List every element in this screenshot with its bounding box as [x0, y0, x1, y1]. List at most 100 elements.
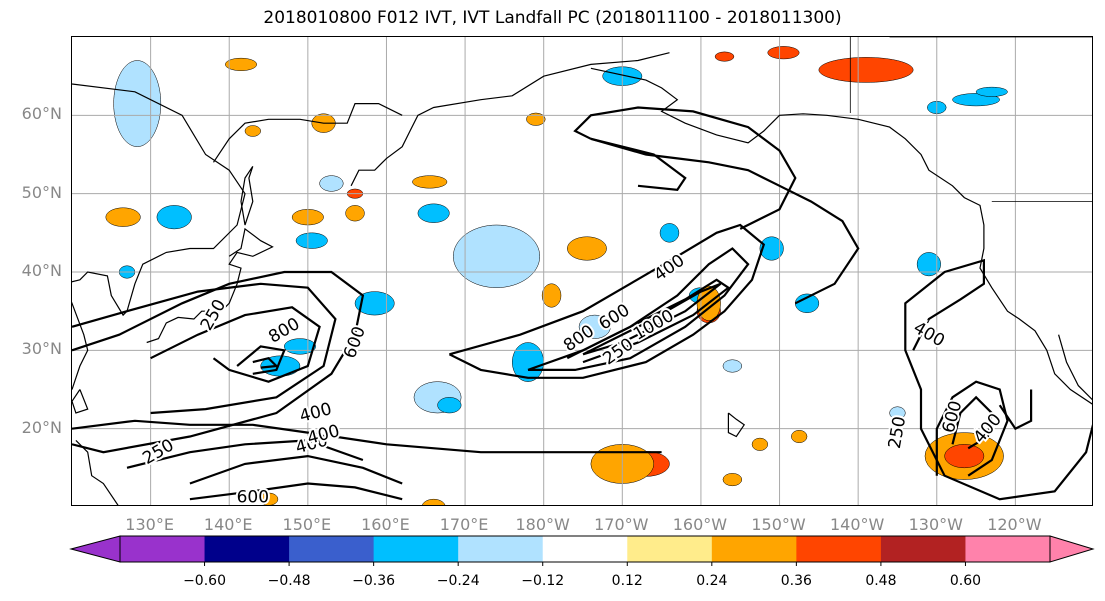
ivt-contour	[189, 482, 403, 501]
lat-label: 30°N	[21, 339, 62, 359]
pc-shading-blob	[417, 203, 450, 223]
ivt-contour	[590, 137, 860, 305]
ivt-contour	[448, 223, 766, 379]
colorbar-tick-label: 0.12	[611, 573, 643, 589]
lat-label: 60°N	[21, 104, 62, 124]
ivt-contour	[236, 345, 286, 375]
pc-shading-blob	[295, 232, 328, 249]
pc-shading-blob	[113, 60, 162, 147]
pc-shading-blob	[225, 57, 257, 71]
colorbar-segment	[880, 536, 966, 562]
ivt-contour	[72, 282, 337, 415]
ivt-contour	[566, 278, 731, 364]
pc-shading-blob	[916, 252, 941, 277]
ivt-contour	[252, 356, 279, 369]
coastline	[72, 389, 89, 414]
colorbar-segment	[965, 536, 1051, 562]
lon-label: 170°W	[594, 515, 649, 534]
coastline	[590, 67, 1092, 405]
pc-shading-blob	[421, 498, 446, 505]
colorbar-segment	[542, 536, 628, 562]
map-title: 2018010800 F012 IVT, IVT Landfall PC (20…	[263, 8, 842, 28]
pc-shading-blob	[767, 46, 800, 60]
lon-label: 160°W	[672, 515, 728, 534]
colorbar-segment	[627, 536, 713, 562]
colorbar-tick-label: −0.24	[436, 573, 480, 589]
lon-label: 130°W	[908, 515, 963, 534]
colorbar-segment	[120, 536, 206, 562]
pc-shading-blob	[526, 112, 546, 126]
lon-label: 140°W	[829, 515, 885, 534]
pc-shading-blob	[944, 444, 985, 469]
pc-shading-blob	[795, 293, 820, 313]
colorbar-tick-label: −0.36	[352, 573, 396, 589]
lat-label: 20°N	[21, 417, 62, 437]
pc-shading-blob	[759, 236, 784, 261]
pc-shading-blob	[244, 125, 261, 137]
colorbar-segment	[711, 536, 797, 562]
colorbar-tick-label: 0.24	[696, 573, 728, 589]
lon-label: 130°E	[125, 515, 174, 534]
ivt-contours	[72, 106, 1092, 501]
map-panel: 250 800 600 400 250 400 400 600 400 600 1000 800 250…	[71, 36, 1093, 506]
coastline	[213, 103, 403, 163]
pc-shading-blob	[105, 207, 141, 227]
coastline	[146, 227, 274, 344]
pc-shading-blob	[818, 57, 914, 83]
ivt-contour	[951, 395, 993, 450]
pc-shading-blob	[659, 223, 680, 243]
coastline	[350, 52, 670, 187]
pc-shading-blob	[319, 175, 344, 192]
colorbar-tick-label: −0.48	[267, 573, 311, 589]
ivt-contour	[582, 282, 722, 356]
coastline	[240, 165, 254, 226]
contour-label: 250	[885, 415, 910, 450]
colorbar-segment	[204, 536, 290, 562]
ivt-contour	[573, 106, 797, 230]
lon-label: 150°E	[282, 515, 332, 534]
lat-label: 50°N	[21, 182, 62, 202]
coastline	[727, 412, 746, 438]
ivt-contour	[998, 389, 1033, 431]
pc-shading-blob	[975, 86, 1008, 97]
pc-shading-blob	[567, 236, 607, 261]
lon-label: 160°E	[361, 515, 410, 534]
ivt-contour	[72, 419, 662, 454]
contour-label: 400	[650, 251, 688, 286]
pc-shading-blob	[714, 51, 735, 62]
colorbar	[69, 535, 1095, 566]
lon-label: 180°W	[515, 515, 570, 534]
pc-shading-blob	[412, 175, 448, 189]
pc-shading-blob	[889, 406, 906, 420]
ivt-contour	[189, 454, 403, 485]
contour-label: 600	[340, 324, 370, 361]
ivt-contour	[126, 439, 364, 469]
ivt-contour	[590, 137, 687, 191]
ivt-contour	[904, 258, 1092, 501]
colorbar-segment	[796, 536, 882, 562]
coastline	[72, 83, 246, 390]
colorbar-tick-label: 0.48	[865, 573, 897, 589]
colorbar-tick-label: 0.60	[949, 573, 982, 589]
pc-shading-blob	[258, 492, 279, 505]
colorbar-segment	[373, 536, 459, 562]
pc-shading-blob	[578, 314, 611, 339]
lon-label: 120°W	[987, 515, 1042, 534]
pc-shading-blob	[437, 397, 462, 414]
contour-label: 250	[197, 296, 231, 334]
pc-shading-blob	[791, 429, 808, 444]
coastline	[1058, 334, 1092, 401]
ivt-contour	[150, 306, 321, 383]
contour-label: 600	[237, 488, 269, 506]
pc-shading-blob	[751, 437, 768, 451]
pc-shading-blob	[722, 473, 743, 487]
contour-label: 400	[305, 421, 342, 449]
contour-label: 600	[939, 399, 967, 436]
pc-shading-blob	[156, 205, 192, 230]
colorbar-tick-label: −0.60	[183, 573, 226, 589]
colorbar-segment	[289, 536, 375, 562]
lon-label: 150°W	[751, 515, 806, 534]
pc-shading-blob	[345, 205, 365, 222]
colorbar-extend-right	[1049, 535, 1095, 563]
